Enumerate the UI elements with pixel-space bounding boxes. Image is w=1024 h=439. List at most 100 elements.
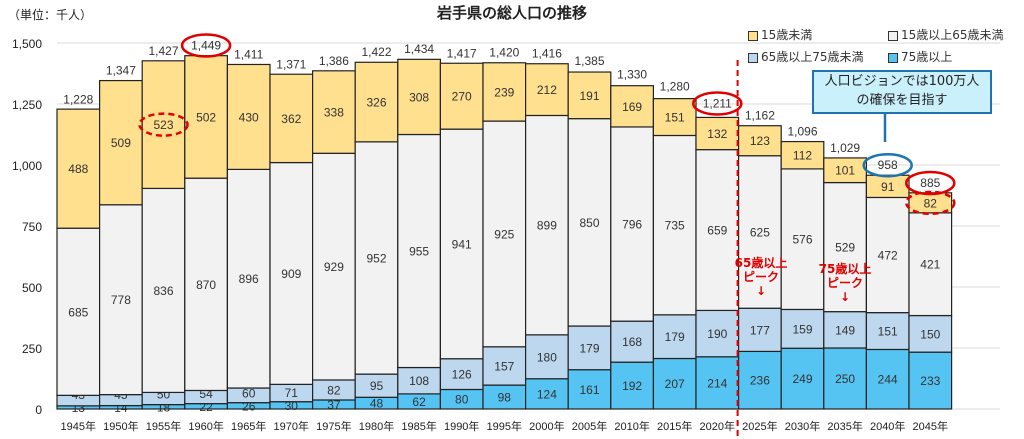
data-label: 509 [111, 136, 131, 150]
data-label: 472 [878, 249, 898, 263]
bar-segment [737, 307, 782, 353]
data-label: 270 [452, 90, 472, 104]
data-label: 151 [878, 325, 898, 339]
bar-segment [141, 60, 186, 190]
bar-segment [610, 126, 654, 322]
total-label: 1,096 [787, 125, 817, 139]
data-label: 157 [494, 359, 514, 373]
x-tick-label: 1960年 [188, 419, 223, 433]
bar-segment [56, 108, 101, 229]
bar-segment [354, 141, 399, 375]
data-label: 909 [281, 267, 301, 281]
data-label: 123 [750, 134, 770, 148]
data-label: 180 [537, 350, 557, 364]
bar-segment [823, 181, 867, 313]
bar-segment [524, 334, 569, 380]
x-tick-label: 1950年 [103, 419, 138, 433]
unit-label: （単位：千人） [8, 8, 93, 22]
highlight-ellipse [180, 33, 232, 58]
data-label: 124 [537, 387, 557, 401]
data-label: 91 [881, 180, 895, 194]
bar-segment [780, 140, 825, 170]
data-label: 190 [707, 327, 727, 341]
bar-segment [354, 61, 399, 143]
data-label: 796 [622, 218, 642, 232]
bar-segment [695, 356, 740, 410]
x-tick-label: 1975年 [316, 419, 351, 433]
data-label: 191 [579, 89, 599, 103]
data-label: 529 [835, 241, 855, 255]
bar-segment [610, 85, 654, 128]
data-label: 421 [920, 258, 940, 272]
data-label: 488 [68, 162, 88, 176]
total-label: 1,416 [532, 46, 562, 60]
data-label: 108 [409, 374, 429, 388]
data-label: 836 [153, 284, 173, 298]
legend-item-under15: 15歳未満 [748, 26, 888, 43]
data-label: 48 [370, 397, 384, 411]
bar-segment [269, 161, 314, 385]
data-label: 735 [665, 219, 685, 233]
data-label: 62 [412, 395, 426, 409]
bar-segment [865, 348, 910, 410]
data-label: 338 [324, 106, 344, 120]
data-label: 150 [920, 327, 940, 341]
data-label: 576 [792, 233, 812, 247]
total-label: 1,386 [319, 54, 349, 68]
peak-65-annotation: 65歳以上 ピーク ↓ [734, 256, 788, 298]
total-label: 1,422 [361, 45, 391, 59]
total-label: 1,411 [234, 48, 263, 62]
x-tick-label: 2020年 [700, 419, 735, 433]
x-tick-label: 1965年 [231, 419, 266, 433]
y-tick-label: 1,500 [12, 37, 42, 51]
y-tick-label: 500 [22, 281, 42, 295]
total-label: 1,417 [447, 46, 477, 60]
data-label: 95 [370, 379, 384, 393]
data-label: 952 [366, 251, 386, 265]
data-label: 929 [324, 260, 344, 274]
x-tick-label: 2005年 [572, 419, 607, 433]
total-label: 1,029 [830, 141, 860, 155]
bar-segment [312, 152, 356, 381]
bar-segment [652, 98, 697, 137]
bar-segment [312, 70, 356, 154]
y-tick-label: 250 [22, 342, 42, 356]
data-label: 80 [455, 393, 469, 407]
data-label: 236 [750, 374, 770, 388]
bar-segment [56, 227, 101, 396]
data-label: 192 [622, 379, 642, 393]
bar-segment [610, 320, 654, 363]
data-label: 955 [409, 245, 429, 259]
data-label: 214 [707, 376, 727, 390]
total-label: 1,427 [148, 44, 178, 58]
x-tick-label: 2010年 [614, 419, 649, 433]
legend-item-65-74: 65歳以上75歳未満 [748, 48, 888, 65]
data-label: 249 [792, 372, 812, 386]
bar-segment [780, 347, 825, 410]
data-label: 177 [750, 323, 770, 337]
data-label: 625 [750, 225, 770, 239]
y-tick-label: 1,000 [12, 159, 42, 173]
total-label: 958 [878, 158, 898, 172]
data-label: 850 [579, 216, 599, 230]
data-label: 98 [498, 391, 512, 405]
bar-segment [737, 125, 782, 157]
x-tick-label: 2035年 [827, 419, 862, 433]
bar-segment [482, 346, 527, 386]
data-label: 112 [793, 149, 812, 163]
bar-segment [737, 155, 782, 309]
data-label: 169 [622, 100, 642, 114]
bar-segment [397, 58, 441, 136]
legend: 15歳未満 15歳以上65歳未満 65歳以上75歳未満 75歳以上 [748, 26, 1024, 65]
bar-segment [865, 196, 910, 314]
chart-title: 岩手県の総人口の推移 [436, 4, 587, 22]
data-label: 502 [196, 110, 216, 124]
bar-segment [269, 73, 314, 164]
total-label: 1,211 [703, 97, 732, 111]
data-label: 899 [537, 219, 557, 233]
data-label: 179 [579, 341, 599, 355]
bar-segment [567, 71, 612, 120]
x-tick-label: 1990年 [444, 419, 479, 433]
bar-segment [184, 55, 229, 179]
